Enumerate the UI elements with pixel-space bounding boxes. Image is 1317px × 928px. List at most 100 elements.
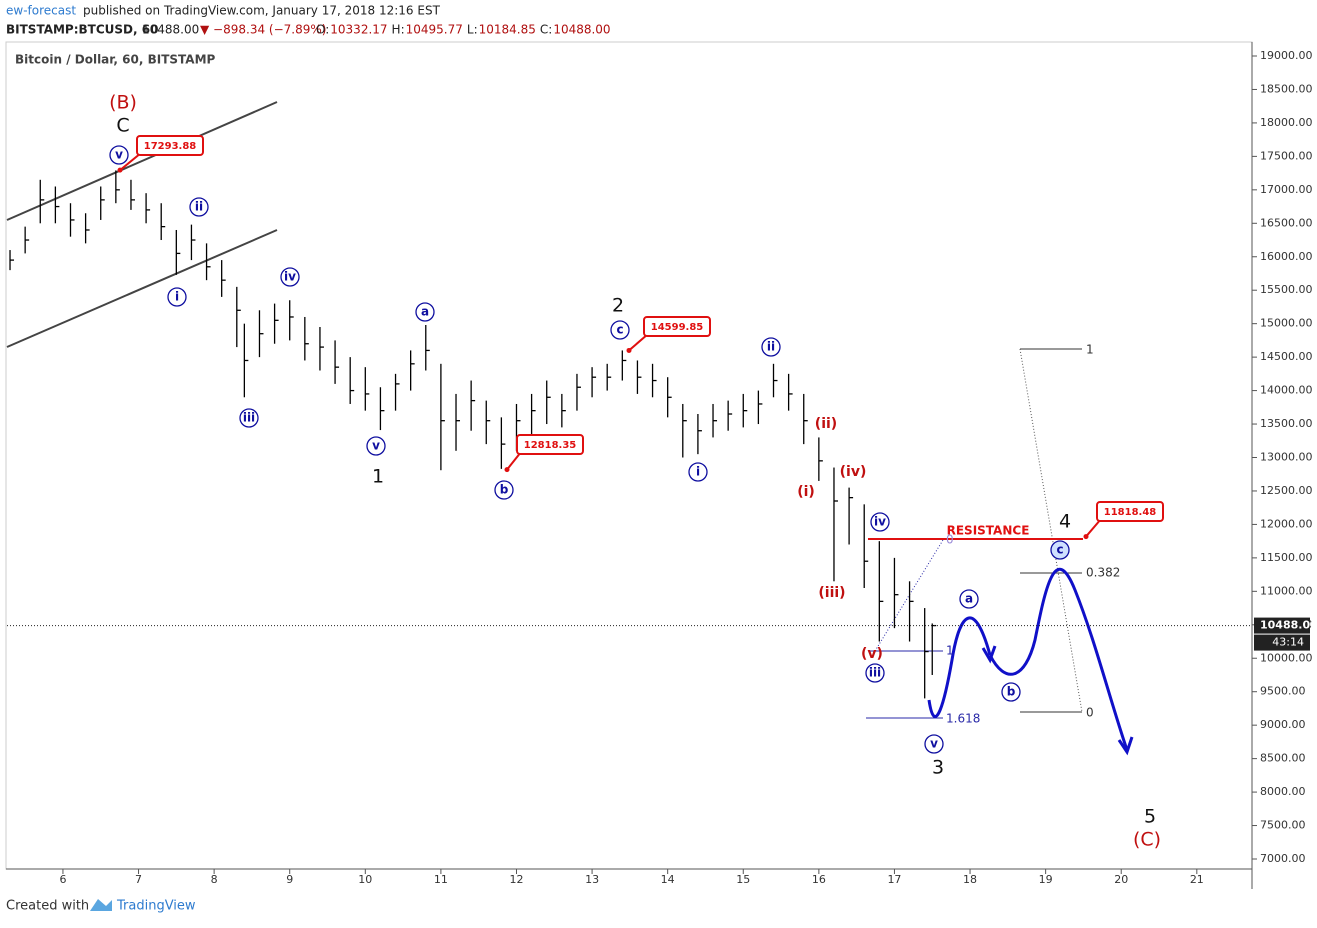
ohlc-key: H:	[392, 23, 405, 37]
callout-pointer	[1085, 518, 1102, 538]
wave-label: iv	[284, 270, 296, 284]
y-tick-label: 10000.00	[1260, 651, 1313, 664]
y-tick-label: 13500.00	[1260, 417, 1313, 430]
wave-label: 2	[612, 295, 624, 317]
wave-label: 5	[1144, 806, 1156, 828]
wave-label: (ii)	[815, 416, 837, 432]
ohlc-key: O:	[316, 23, 329, 37]
last: 10488.00	[142, 23, 199, 37]
y-tick-label: 16500.00	[1260, 216, 1313, 229]
last-price-label: 10488.00	[1260, 619, 1317, 632]
x-tick-label: 20	[1114, 873, 1128, 886]
author[interactable]: ew-forecast	[6, 4, 76, 18]
wave-label: (i)	[797, 484, 815, 500]
projection-arrow	[981, 645, 997, 664]
callout-label: 11818.48	[1104, 507, 1157, 518]
wave-label: i	[696, 465, 700, 479]
x-tick-label: 16	[812, 873, 826, 886]
wave-label: 1	[372, 466, 384, 488]
x-tick-label: 21	[1190, 873, 1204, 886]
ohlc-key: C:	[540, 23, 552, 37]
wave-circle	[1050, 540, 1070, 560]
callout-label: 17293.88	[144, 141, 197, 152]
y-tick-label: 12500.00	[1260, 484, 1313, 497]
wave-circle	[761, 337, 781, 357]
fib-label: 0.382	[1086, 566, 1120, 580]
wave-label: (B)	[109, 92, 137, 114]
y-tick-label: 18500.00	[1260, 82, 1313, 95]
last-price-box	[1254, 617, 1310, 634]
wave-label: 3	[932, 757, 944, 779]
projection	[988, 567, 1129, 751]
wave-label: ii	[195, 200, 203, 214]
change: ▼ −898.34 (−7.89%)	[200, 23, 326, 37]
wave-label: iv	[874, 515, 886, 529]
wave-circle	[610, 320, 630, 340]
callout-pointer	[506, 451, 522, 471]
callout-point	[117, 167, 123, 173]
ohlc-value: 10488.00	[553, 23, 610, 37]
callout-pointer	[119, 152, 142, 171]
wave-label: v	[930, 737, 938, 751]
y-tick-label: 7500.00	[1260, 819, 1306, 832]
y-tick-label: 8500.00	[1260, 752, 1306, 765]
ohlc-values: O: 10332.17 H: 10495.77 L: 10184.85 C: 10488.00	[316, 23, 611, 37]
y-tick-label: 19000.00	[1260, 49, 1313, 62]
fib-label: 0	[1086, 706, 1094, 720]
fib-label: 1	[1086, 343, 1094, 357]
x-tick-label: 13	[585, 873, 599, 886]
y-tick-label: 8000.00	[1260, 785, 1306, 798]
callout-label: 12818.35	[524, 440, 577, 451]
y-tick-label: 13000.00	[1260, 451, 1313, 464]
projection-arrow	[1117, 736, 1134, 756]
callout-box	[136, 135, 204, 156]
footer-created: Created with	[6, 899, 89, 914]
wave-label: ii	[767, 340, 775, 354]
wave-circle	[494, 480, 514, 500]
wave-circle	[239, 408, 259, 428]
wave-circle	[924, 734, 944, 754]
callout-point	[1083, 534, 1089, 540]
countdown-box	[1254, 634, 1310, 651]
x-tick-label: 8	[211, 873, 218, 886]
y-tick-label: 14000.00	[1260, 384, 1313, 397]
callout-box	[1096, 501, 1164, 522]
wave-label: c	[616, 323, 623, 337]
x-tick-label: 11	[434, 873, 448, 886]
countdown: 43:14	[1272, 636, 1304, 649]
channel-line	[6, 101, 278, 221]
x-tick-label: 14	[661, 873, 675, 886]
x-tick-label: 9	[286, 873, 293, 886]
wave-circle	[167, 287, 187, 307]
wave-label: (v)	[861, 646, 883, 662]
wave-circle	[959, 589, 979, 609]
wave-label: (iii)	[818, 585, 845, 601]
y-tick-label: 9000.00	[1260, 718, 1306, 731]
footer-brand[interactable]: TradingView	[116, 899, 196, 914]
wave-circle	[415, 302, 435, 322]
x-tick-label: 6	[59, 873, 66, 886]
channel-line	[6, 229, 278, 348]
ohlc-value: 10495.77	[406, 23, 463, 37]
wave-label: C	[116, 115, 129, 137]
wave-circle	[189, 197, 209, 217]
ohlc-value: 10332.17	[330, 23, 387, 37]
footer-logo	[90, 899, 112, 911]
wave-label: v	[115, 148, 123, 162]
callout-point	[626, 347, 632, 353]
y-tick-label: 12000.00	[1260, 517, 1313, 530]
wave-circle	[280, 267, 300, 287]
resistance-label: RESISTANCE	[947, 524, 1030, 538]
fib-label: 1.618	[946, 712, 980, 726]
ohlc-key: L:	[467, 23, 478, 37]
ohlc-value: 10184.85	[479, 23, 536, 37]
y-tick-label: 17500.00	[1260, 149, 1313, 162]
wave-circle	[109, 145, 129, 165]
fib-label: 1	[946, 644, 954, 658]
wave-label: v	[372, 439, 380, 453]
wave-label: iii	[869, 666, 881, 680]
wave-label: (C)	[1133, 829, 1161, 851]
x-tick-label: 12	[509, 873, 523, 886]
y-tick-label: 9500.00	[1260, 685, 1306, 698]
